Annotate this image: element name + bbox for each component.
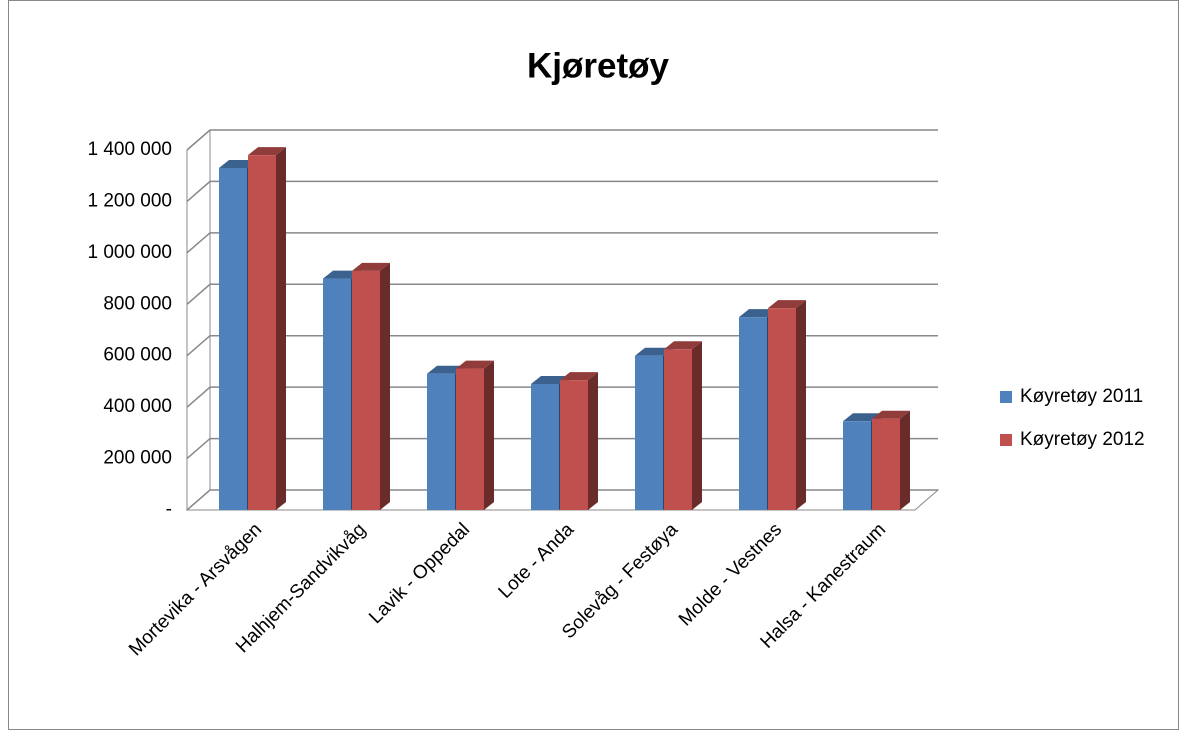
y-tick-label: 200 000 [103,448,172,469]
y-tick-label: - [166,499,172,520]
bar [872,418,900,510]
legend-swatch [1000,434,1012,446]
bar [323,278,351,510]
bar-top [427,365,465,374]
bar-top [872,410,910,419]
bar-side [588,372,598,510]
y-tick-label: 400 000 [103,396,172,417]
bar [635,355,663,510]
bar-top [843,413,881,422]
bar [560,380,588,510]
grid-line [186,129,938,151]
bar-top [531,376,569,384]
bar-top [219,160,257,168]
legend-swatch [1000,391,1012,403]
bar [248,155,276,510]
bar-side [692,341,702,510]
chart-border [8,0,1179,730]
bar-side [380,262,390,510]
legend-label: Køyretøy 2011 [1020,386,1143,407]
bar-top [664,341,702,350]
bar-top [352,262,390,271]
chart-title: Kjøretøy [527,46,670,85]
bar-top [739,309,777,318]
bar-side [796,300,806,510]
y-tick-label: 1 400 000 [87,139,172,160]
bar-top [248,147,286,156]
bar-top [768,300,806,309]
bar-top [560,372,598,381]
y-tick-label: 1 000 000 [87,242,172,263]
bar-side [276,147,286,510]
bar-top [635,347,673,356]
legend-label: Køyretøy 2012 [1020,429,1145,450]
grid-line [186,232,938,254]
grid-line [186,180,938,202]
bar-top [323,270,361,279]
y-tick-label: 800 000 [103,293,172,314]
bar [843,421,871,510]
bar [352,270,380,510]
y-tick-label: 1 200 000 [87,190,172,211]
bar [739,317,767,510]
bar [664,349,692,510]
bar-side [900,410,910,510]
grid-line [186,283,938,305]
bar [456,368,484,510]
y-tick-label: 600 000 [103,345,172,366]
bar [531,384,559,510]
bar-side [484,360,494,510]
bar [219,168,247,510]
bar [768,308,796,510]
grid-line [186,334,938,357]
bar-top [456,360,494,369]
bar [427,373,455,510]
